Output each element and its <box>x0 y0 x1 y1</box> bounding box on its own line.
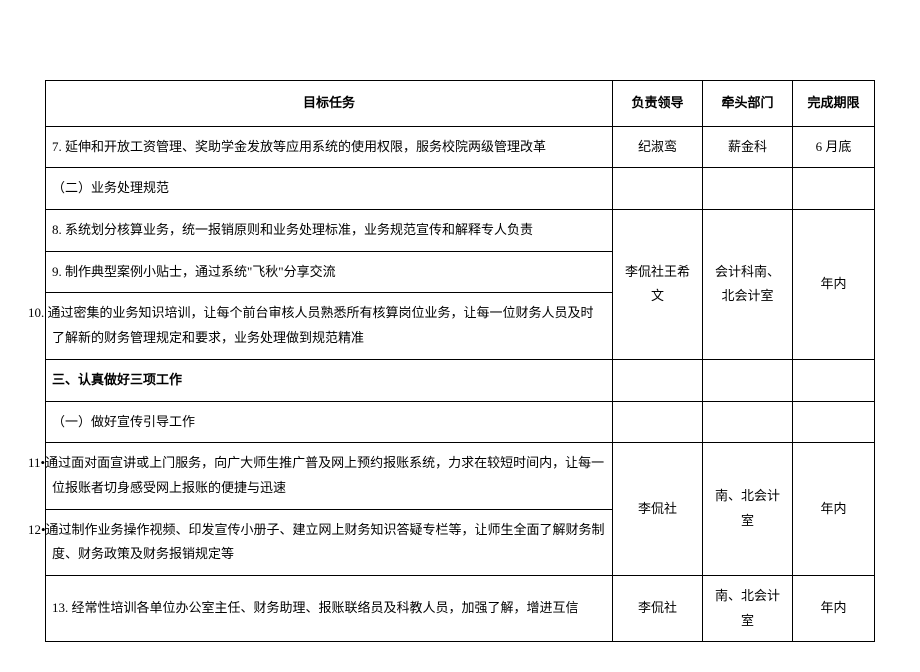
cell-deadline: 年内 <box>793 210 875 360</box>
cell-task: （一）做好宣传引导工作 <box>46 401 613 443</box>
cell-leader: 李侃社 <box>613 575 703 641</box>
header-deadline: 完成期限 <box>793 81 875 127</box>
cell-dept: 南、北会计室 <box>703 443 793 576</box>
cell-leader: 李侃社 <box>613 443 703 576</box>
cell-empty <box>793 359 875 401</box>
header-dept: 牵头部门 <box>703 81 793 127</box>
table-row: （一）做好宣传引导工作 <box>46 401 875 443</box>
cell-deadline: 6 月底 <box>793 126 875 168</box>
cell-section: 三、认真做好三项工作 <box>46 359 613 401</box>
cell-deadline: 年内 <box>793 443 875 576</box>
cell-deadline: 年内 <box>793 575 875 641</box>
table-row: 三、认真做好三项工作 <box>46 359 875 401</box>
cell-dept: 南、北会计室 <box>703 575 793 641</box>
cell-leader: 纪淑鸾 <box>613 126 703 168</box>
table-row: 11•通过面对面宣讲或上门服务，向广大师生推广普及网上预约报账系统，力求在较短时… <box>46 443 875 509</box>
cell-task: 7. 延伸和开放工资管理、奖助学金发放等应用系统的使用权限，服务校院两级管理改革 <box>46 126 613 168</box>
table-row: 8. 系统划分核算业务，统一报销原则和业务处理标准，业务规范宣传和解释专人负责 … <box>46 210 875 252</box>
header-leader: 负责领导 <box>613 81 703 127</box>
table-row: 13. 经常性培训各单位办公室主任、财务助理、报账联络员及科教人员，加强了解，增… <box>46 575 875 641</box>
cell-empty <box>703 168 793 210</box>
table-header-row: 目标任务 负责领导 牵头部门 完成期限 <box>46 81 875 127</box>
cell-empty <box>613 359 703 401</box>
cell-empty <box>703 359 793 401</box>
cell-task: 10. 通过密集的业务知识培训，让每个前台审核人员熟悉所有核算岗位业务，让每一位… <box>46 293 613 359</box>
cell-task: 11•通过面对面宣讲或上门服务，向广大师生推广普及网上预约报账系统，力求在较短时… <box>46 443 613 509</box>
task-table: 目标任务 负责领导 牵头部门 完成期限 7. 延伸和开放工资管理、奖助学金发放等… <box>45 80 875 642</box>
cell-empty <box>793 168 875 210</box>
cell-dept: 会计科南、北会计室 <box>703 210 793 360</box>
cell-dept: 薪金科 <box>703 126 793 168</box>
table-row: 7. 延伸和开放工资管理、奖助学金发放等应用系统的使用权限，服务校院两级管理改革… <box>46 126 875 168</box>
cell-task: 8. 系统划分核算业务，统一报销原则和业务处理标准，业务规范宣传和解释专人负责 <box>46 210 613 252</box>
cell-task: 9. 制作典型案例小贴士，通过系统"飞秋"分享交流 <box>46 251 613 293</box>
header-task: 目标任务 <box>46 81 613 127</box>
cell-task: 13. 经常性培训各单位办公室主任、财务助理、报账联络员及科教人员，加强了解，增… <box>46 575 613 641</box>
cell-empty <box>793 401 875 443</box>
cell-empty <box>613 401 703 443</box>
cell-leader: 李侃社王希文 <box>613 210 703 360</box>
cell-empty <box>703 401 793 443</box>
table-row: （二）业务处理规范 <box>46 168 875 210</box>
cell-task: 12•通过制作业务操作视频、印发宣传小册子、建立网上财务知识答疑专栏等，让师生全… <box>46 509 613 575</box>
cell-task: （二）业务处理规范 <box>46 168 613 210</box>
cell-empty <box>613 168 703 210</box>
